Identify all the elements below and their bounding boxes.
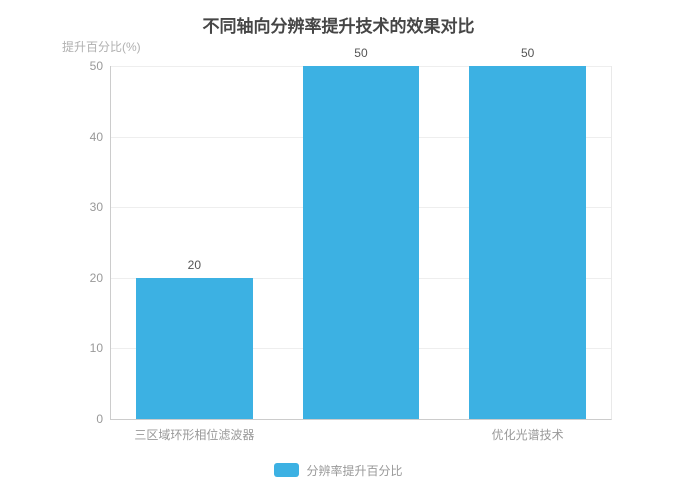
y-tick-label: 10 xyxy=(89,341,103,356)
y-tick-label: 30 xyxy=(89,200,103,215)
chart-title: 不同轴向分辨率提升技术的效果对比 xyxy=(202,17,475,36)
bar-value-label: 50 xyxy=(520,46,535,60)
bar[interactable] xyxy=(136,277,253,419)
x-category-label: 优化光谱技术 xyxy=(491,428,564,442)
bar[interactable] xyxy=(302,66,420,419)
bar[interactable] xyxy=(469,66,586,419)
legend-item[interactable]: 分辨率提升百分比 xyxy=(0,458,677,482)
y-axis-name: 提升百分比(%) xyxy=(62,40,141,54)
plot-area: 0 10 20 30 40 50 20 三区域环形相位滤波器 50 50 优化光谱技术 xyxy=(90,46,612,442)
bar-value-label: 50 xyxy=(354,46,368,60)
y-tick-label: 40 xyxy=(89,129,103,144)
y-tick-label: 20 xyxy=(89,270,103,285)
y-tick-label: 50 xyxy=(89,59,103,73)
y-tick-label: 0 xyxy=(96,412,103,426)
legend-swatch-icon xyxy=(274,463,300,477)
x-category-label: 三区域环形相位滤波器 xyxy=(134,428,255,442)
legend-label: 分辨率提升百分比 xyxy=(306,463,403,478)
bar-value-label: 20 xyxy=(187,257,201,272)
